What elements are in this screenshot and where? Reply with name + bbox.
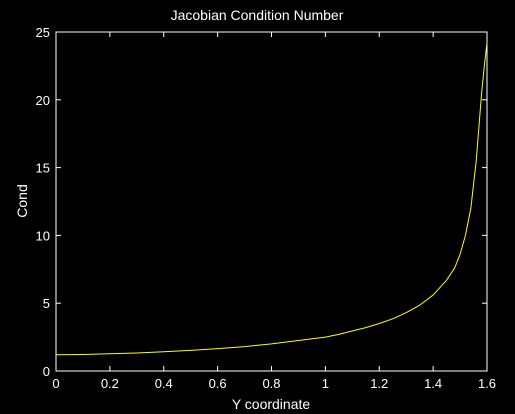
series-layer	[55, 42, 488, 356]
x-tick-label: 0.8	[262, 376, 280, 391]
chart-title: Jacobian Condition Number	[171, 7, 344, 23]
x-axis-label: Y coordinate	[232, 396, 311, 412]
x-tick-label: 0.4	[155, 376, 173, 391]
x-tick-label: 1.6	[478, 376, 496, 391]
x-tick-label: 1.4	[424, 376, 442, 391]
plot-area	[55, 31, 488, 372]
y-tick-label: 10	[36, 228, 50, 243]
x-tick-label: 1	[322, 376, 329, 391]
y-tick-label: 15	[36, 161, 50, 176]
y-tick-label: 0	[43, 364, 50, 379]
x-tick-label: 0.2	[101, 376, 119, 391]
series-line	[55, 42, 488, 356]
x-tick-label: 0	[52, 376, 59, 391]
y-axis: 0 5 10 15 20 25	[36, 25, 487, 379]
y-axis-label: Cond	[14, 184, 30, 217]
x-axis: 0 0.2 0.4 0.6 0.8 1 1.2 1.4 1.6	[52, 32, 496, 391]
x-tick-label: 1.2	[370, 376, 388, 391]
y-tick-label: 25	[36, 25, 50, 40]
y-tick-label: 20	[36, 93, 50, 108]
x-tick-label: 0.6	[209, 376, 227, 391]
y-tick-label: 5	[43, 296, 50, 311]
